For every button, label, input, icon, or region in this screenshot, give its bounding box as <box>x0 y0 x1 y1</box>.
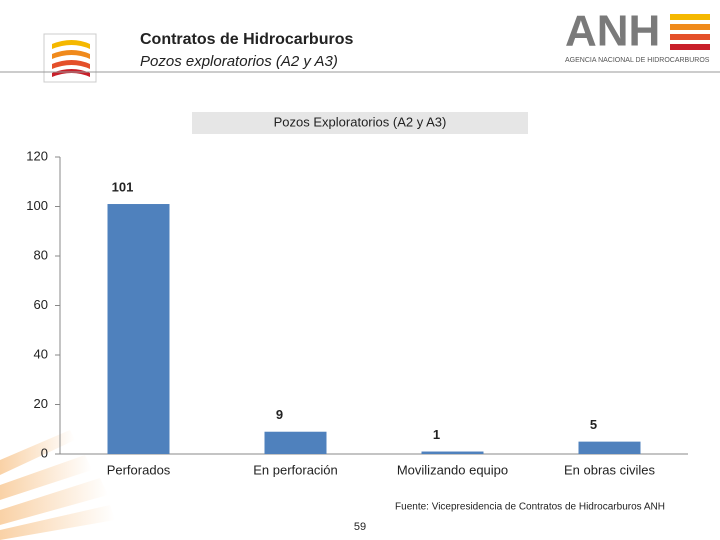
y-tick-label: 40 <box>34 346 48 361</box>
slide-subtitle: Pozos exploratorios (A2 y A3) <box>140 53 338 70</box>
decor-stripes <box>0 430 115 540</box>
x-tick-label: En obras civiles <box>564 462 656 477</box>
chart-title-box <box>192 112 528 134</box>
anh-logo-subtext: AGENCIA NACIONAL DE HIDROCARBUROS <box>565 57 710 64</box>
x-tick-label: En perforación <box>253 462 338 477</box>
y-tick-label: 100 <box>26 198 48 213</box>
bar <box>421 451 484 454</box>
value-label: 1 <box>433 427 440 442</box>
left-logo <box>43 33 97 83</box>
source: Fuente: Vicepresidencia de Contratos de … <box>395 502 665 513</box>
value-label: 9 <box>276 407 283 422</box>
value-label: 5 <box>590 417 597 432</box>
y-tick-label: 80 <box>34 247 48 262</box>
x-tick-label: Perforados <box>107 462 171 477</box>
y-tick-label: 120 <box>26 148 48 163</box>
slide-title: Contratos de Hidrocarburos <box>140 31 353 48</box>
bar <box>578 441 641 454</box>
chart-title: Pozos Exploratorios (A2 y A3) <box>274 114 447 129</box>
bar <box>264 431 327 454</box>
value-label: 101 <box>112 179 134 194</box>
y-tick-label: 20 <box>34 396 48 411</box>
bar <box>107 204 170 454</box>
y-tick-label: 60 <box>34 297 48 312</box>
anh-logo-stripes <box>670 14 710 50</box>
anh-logo-text: ANH <box>565 7 660 56</box>
y-tick-label: 0 <box>41 445 48 460</box>
page-number: 59 <box>354 521 366 533</box>
x-tick-label: Movilizando equipo <box>397 462 508 477</box>
